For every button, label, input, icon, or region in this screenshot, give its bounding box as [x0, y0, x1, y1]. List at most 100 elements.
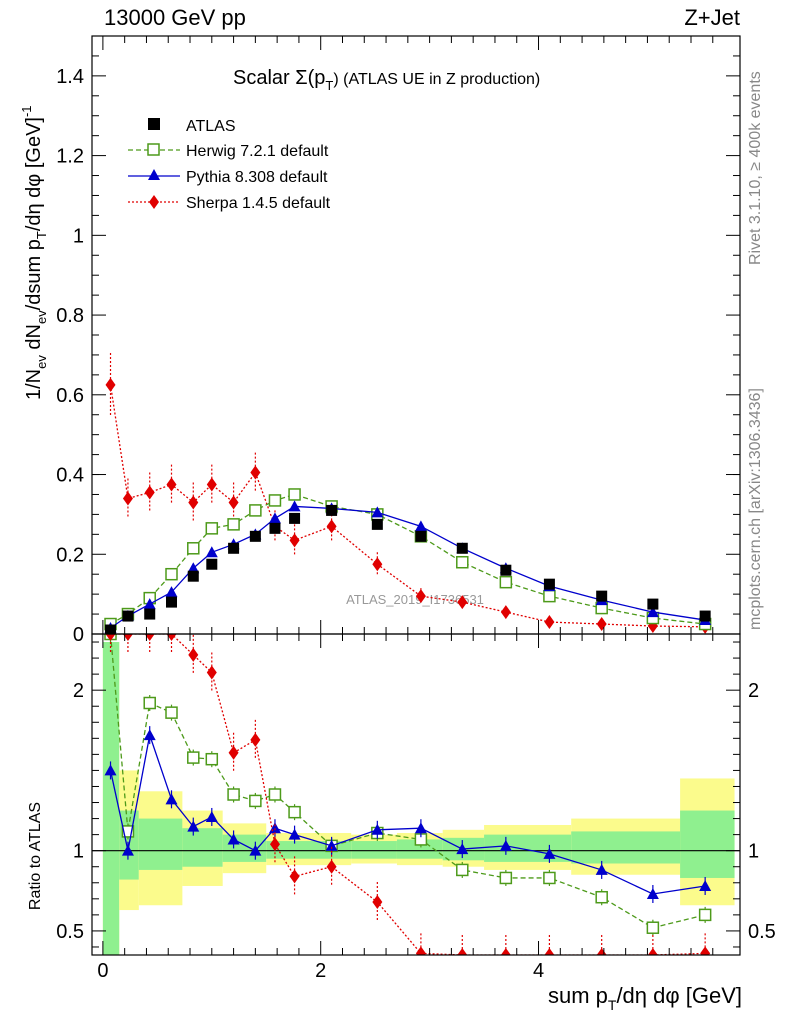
- ratio-band-green: [182, 828, 223, 867]
- y-tick-label: 1: [73, 225, 84, 247]
- herwig-point: [187, 542, 200, 555]
- atlas-point: [105, 624, 117, 634]
- ratio-herwig-point: [205, 752, 219, 766]
- ratio-band-green: [396, 839, 443, 859]
- y-tick-label: 0.2: [56, 544, 84, 566]
- herwig-point: [227, 518, 240, 531]
- atlas-point: [371, 518, 383, 530]
- atlas-point: [122, 610, 134, 622]
- atlas-point: [699, 610, 711, 622]
- herwig-point: [205, 522, 219, 535]
- sherpa-point: [228, 495, 239, 510]
- atlas-point: [206, 558, 218, 570]
- atlas-point: [543, 578, 555, 590]
- ratio-sherpa-point: [105, 634, 116, 641]
- ratio-pythia-point: [143, 729, 156, 741]
- legend: ATLAS Herwig 7.2.1 default Pythia 8.308 …: [128, 118, 331, 212]
- pythia-point: [646, 606, 659, 618]
- ratio-sherpa-point: [372, 895, 383, 910]
- y-tick-label: 0: [73, 624, 84, 646]
- sherpa-point: [122, 491, 133, 506]
- sherpa-point: [144, 485, 155, 500]
- ratio-herwig-point: [187, 751, 200, 764]
- legend-marker-sherpa: [149, 195, 159, 209]
- ratio-sherpa-point: [250, 732, 261, 747]
- atlas-point: [249, 530, 261, 542]
- header-energy: 13000 GeV pp: [104, 5, 246, 30]
- ratio-sherpa-point: [188, 647, 199, 662]
- sherpa-point: [500, 605, 511, 620]
- ratio-sherpa-point: [544, 948, 555, 955]
- legend-label-sherpa: Sherpa 1.4.5 default: [186, 195, 331, 212]
- sherpa-point: [250, 465, 261, 480]
- pythia-point: [288, 500, 301, 512]
- sherpa-point: [326, 519, 337, 534]
- x-axis-label: sum pT/dη dφ [GeV]: [548, 983, 742, 1013]
- ratio-band-green: [351, 841, 397, 859]
- pythia-point: [165, 586, 178, 598]
- atlas-point: [228, 542, 240, 554]
- ratio-pythia-point: [227, 833, 240, 845]
- rivet-label: Rivet 3.1.10, ≥ 400k events: [747, 71, 764, 265]
- ratio-tick-label-right: 1: [748, 841, 759, 863]
- ratio-band-green: [138, 818, 183, 870]
- ratio-herwig-point: [288, 805, 301, 819]
- sherpa-point: [188, 495, 199, 510]
- ratio-pythia-point: [165, 793, 178, 805]
- ratio-sherpa-point: [647, 948, 658, 955]
- ratio-sherpa-point: [500, 948, 511, 955]
- ratio-herwig-point: [646, 921, 660, 934]
- sherpa-line: [109, 384, 706, 628]
- ratio-pythia-point: [205, 810, 218, 822]
- y-tick-label: 0.8: [56, 305, 84, 327]
- y-tick-label: 1.4: [56, 66, 84, 88]
- pythia-point: [268, 512, 281, 524]
- sherpa-point: [372, 557, 383, 572]
- ratio-pythia-point: [699, 879, 712, 891]
- sherpa-point: [415, 589, 426, 604]
- pythia-point: [143, 598, 156, 610]
- atlas-point: [415, 530, 427, 542]
- ratio-sherpa-point: [269, 837, 280, 852]
- sherpa-point: [289, 533, 300, 548]
- ratio-band-green: [222, 834, 267, 862]
- ratio-herwig-point: [121, 825, 135, 838]
- sherpa-point: [457, 595, 468, 610]
- x-tick-label: 0: [97, 960, 108, 982]
- ratio-pythia-point: [543, 847, 556, 859]
- y-tick-label: 0.6: [56, 385, 84, 407]
- herwig-point: [288, 488, 301, 501]
- ratio-sherpa-point: [228, 745, 239, 760]
- ratio-band-green: [571, 831, 681, 864]
- legend-label-herwig: Herwig 7.2.1 default: [186, 143, 329, 160]
- ratio-sherpa-line: [110, 634, 706, 955]
- ratio-pythia-point: [456, 843, 469, 855]
- ratio-pythia-point: [499, 839, 512, 851]
- atlas-point: [289, 512, 301, 524]
- ratio-sherpa-point: [326, 859, 337, 874]
- ratio-plot-area: [92, 634, 740, 955]
- y-tick-label: 1.2: [56, 146, 84, 168]
- legend-marker-atlas: [148, 118, 160, 130]
- ratio-sherpa-point: [166, 634, 177, 641]
- ratio-band-green: [102, 642, 120, 955]
- ratio-tick-label-right: 2: [748, 680, 759, 702]
- ratio-herwig-point: [543, 871, 556, 885]
- mcplots-label: mcplots.cern.ch [arXiv:1306.3436]: [747, 388, 764, 630]
- ratio-pythia-point: [121, 844, 134, 856]
- ratio-herwig-point: [249, 794, 262, 808]
- atlas-point: [326, 504, 338, 516]
- atlas-point: [596, 590, 608, 602]
- x-tick-label: 4: [533, 960, 544, 982]
- ratio-plot-frame: [91, 633, 741, 956]
- ratio-pythia-point: [104, 764, 117, 776]
- ratio-y-axis-label: Ratio to ATLAS: [27, 802, 44, 910]
- sherpa-point: [105, 377, 116, 392]
- analysis-watermark: ATLAS_2019_I1736531: [346, 592, 484, 607]
- pythia-point: [187, 562, 200, 574]
- ratio-band-green: [680, 810, 735, 878]
- ratio-sherpa-point: [700, 946, 711, 955]
- legend-marker-pythia: [148, 169, 160, 180]
- ratio-herwig-point: [143, 696, 156, 710]
- ratio-sherpa-point: [289, 869, 300, 884]
